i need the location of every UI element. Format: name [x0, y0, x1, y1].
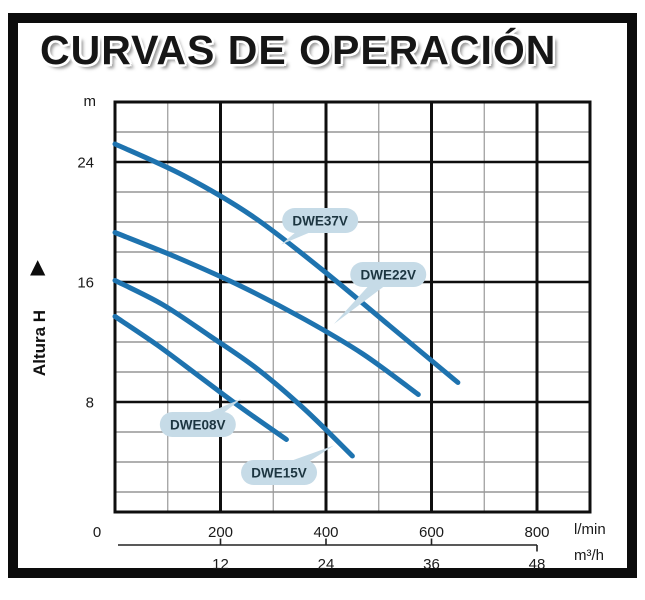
label-bubble-DWE15V: [241, 460, 318, 485]
y-axis-arrow-icon: ▲: [30, 254, 46, 278]
label-bubble-DWE08V: [159, 412, 236, 437]
x-tick-label: 400: [313, 524, 338, 541]
m3h-tick-label: 36: [423, 556, 440, 573]
curve-DWE15V: [112, 278, 355, 459]
curve-DWE22V: [112, 230, 421, 397]
x-tick-label: 800: [524, 524, 549, 541]
x-axis-unit-lmin: l/min: [574, 521, 606, 538]
curve-label-DWE37V: DWE37V: [292, 213, 348, 228]
y-tick-label: 16: [77, 275, 94, 292]
curve-label-DWE15V: DWE15V: [251, 465, 307, 480]
x-tick-label: 600: [419, 524, 444, 541]
y-tick-label: 8: [86, 395, 94, 412]
m3h-tick-label: 48: [529, 556, 546, 573]
curve-label-DWE22V: DWE22V: [360, 267, 416, 282]
page-title: CURVAS DE OPERACIÓN: [40, 27, 557, 73]
curve-label-DWE08V: DWE08V: [170, 417, 226, 432]
curve-DWE08V: [112, 314, 289, 442]
plot-border: [113, 100, 592, 514]
m3h-tick-label: 12: [212, 556, 229, 573]
m3h-tick-label: 24: [318, 556, 335, 573]
outer-frame: [8, 13, 637, 578]
x-tick-label: 0: [93, 524, 101, 541]
label-bubble-DWE22V: [350, 262, 427, 287]
x-axis-unit-m3h: m³/h: [574, 547, 604, 564]
label-bubble-DWE37V: [282, 208, 359, 233]
curve-DWE37V: [112, 141, 461, 385]
y-tick-label: 24: [77, 155, 94, 172]
x-tick-label: 200: [208, 524, 233, 541]
y-axis-unit-label: m: [83, 93, 97, 110]
